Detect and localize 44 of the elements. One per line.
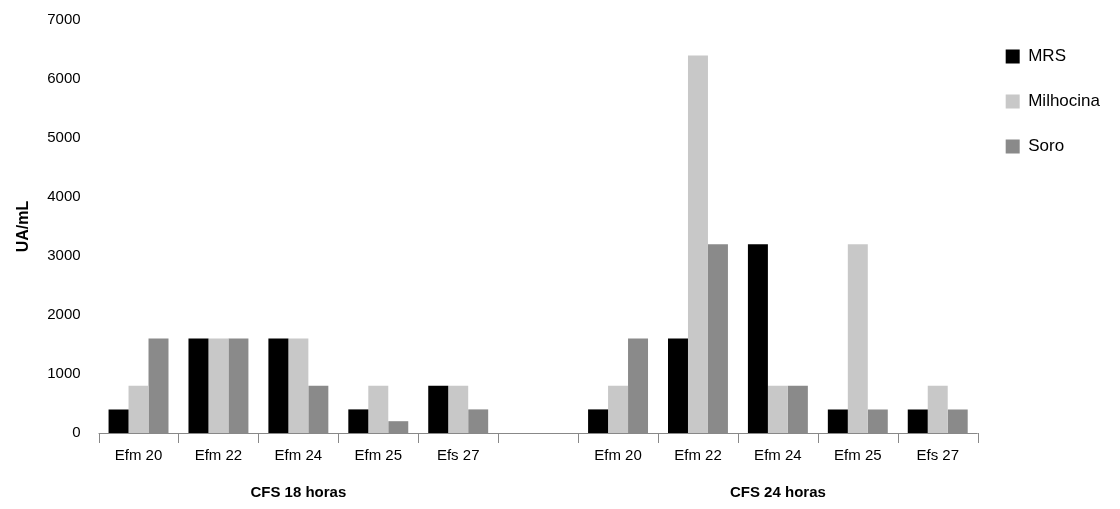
legend-label: Milhocina [1028, 91, 1101, 111]
bar [747, 244, 768, 433]
bar [288, 338, 309, 433]
text: CFS 24 horas [729, 482, 826, 500]
y-tick-label: 1000 [47, 364, 81, 382]
bar [428, 385, 449, 433]
y-tick-label: 3000 [47, 246, 81, 264]
x-tick-label: Efm 20 [594, 446, 642, 464]
legend-label: Soro [1028, 136, 1065, 156]
bar [268, 338, 289, 433]
bar [767, 385, 788, 433]
y-tick-label: 5000 [47, 128, 81, 146]
x-tick-label: Efm 24 [754, 446, 802, 464]
x-tick-label: Efm 20 [114, 446, 163, 464]
y-tick-label: 7000 [47, 10, 81, 28]
x-tick-label: Efm 24 [274, 446, 323, 464]
bar [847, 244, 868, 433]
y-axis-title: UA/mL [14, 200, 32, 253]
y-tick-label: 6000 [47, 69, 81, 87]
y-tick-label: 4000 [47, 187, 81, 205]
bar [827, 409, 848, 433]
bar [368, 385, 389, 433]
bar [608, 385, 629, 433]
x-tick-label: Efm 22 [674, 446, 722, 464]
bar [687, 55, 708, 433]
bar [128, 385, 149, 433]
bar [668, 338, 688, 433]
bar [927, 385, 948, 433]
x-tick-label: Efs 27 [436, 446, 480, 464]
bar [188, 338, 209, 433]
text: CFS 18 horas [250, 482, 347, 500]
x-tick-label: Efm 25 [354, 446, 403, 464]
legend-label: MRS [1028, 46, 1066, 66]
y-tick-label: 0 [72, 423, 81, 441]
bar [448, 385, 469, 433]
x-tick-label: Efs 27 [916, 446, 959, 464]
bar [907, 409, 928, 433]
x-tick-label: Efm 22 [194, 446, 243, 464]
bar [348, 409, 369, 433]
x-tick-label: Efm 25 [834, 446, 882, 464]
bar [108, 409, 129, 433]
bar [588, 409, 609, 433]
bar [208, 338, 229, 433]
y-tick-label: 2000 [47, 305, 81, 323]
